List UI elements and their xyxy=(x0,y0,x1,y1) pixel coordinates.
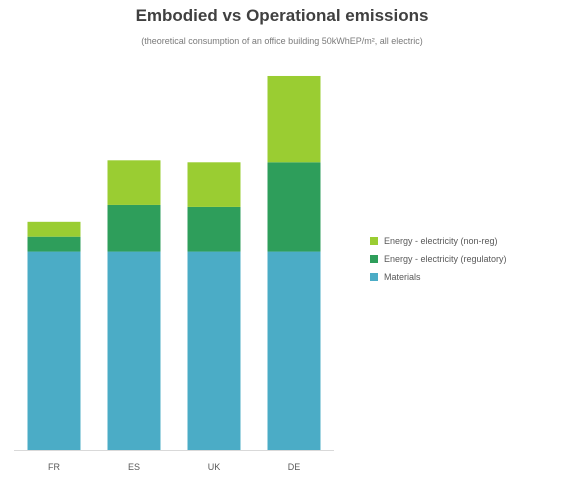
legend-swatch xyxy=(370,237,378,245)
bar-de-series-2 xyxy=(267,75,321,163)
legend-item-non-reg: Energy - electricity (non-reg) xyxy=(370,232,507,250)
chart-legend: Energy - electricity (non-reg) Energy - … xyxy=(370,232,507,286)
bar-es-series-0 xyxy=(107,251,161,450)
legend-item-regulatory: Energy - electricity (regulatory) xyxy=(370,250,507,268)
x-tick-label: ES xyxy=(128,462,140,472)
bar-de-series-1 xyxy=(267,162,321,252)
legend-label: Energy - electricity (regulatory) xyxy=(384,254,507,264)
legend-swatch xyxy=(370,255,378,263)
chart-title: Embodied vs Operational emissions xyxy=(135,6,429,25)
bar-de-series-0 xyxy=(267,251,321,450)
legend-label: Materials xyxy=(384,272,421,282)
bar-uk-series-2 xyxy=(187,162,241,207)
legend-label: Energy - electricity (non-reg) xyxy=(384,236,498,246)
bar-es-series-1 xyxy=(107,204,161,252)
chart-subtitle: (theoretical consumption of an office bu… xyxy=(141,36,423,46)
bar-uk-series-1 xyxy=(187,206,241,252)
legend-swatch xyxy=(370,273,378,281)
bar-fr-series-1 xyxy=(27,236,81,252)
bar-fr-series-0 xyxy=(27,251,81,450)
x-tick-label: DE xyxy=(288,462,301,472)
x-tick-label: UK xyxy=(208,462,221,472)
legend-item-materials: Materials xyxy=(370,268,507,286)
bar-uk-series-0 xyxy=(187,251,241,450)
bar-fr-series-2 xyxy=(27,221,81,237)
x-tick-label: FR xyxy=(48,462,60,472)
bar-es-series-2 xyxy=(107,160,161,205)
